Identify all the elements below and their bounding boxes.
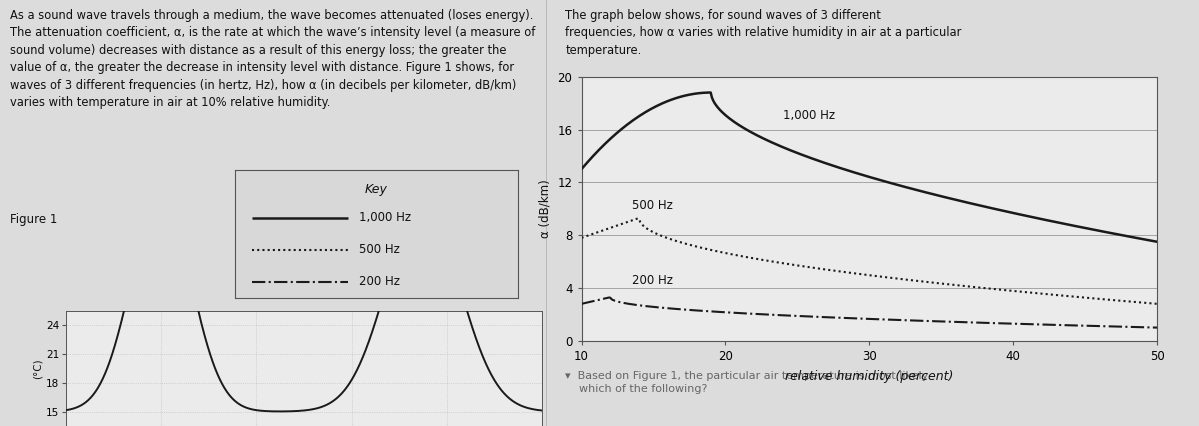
Y-axis label: (°C): (°C) xyxy=(34,358,43,379)
Text: 500 Hz: 500 Hz xyxy=(360,243,400,256)
Text: As a sound wave travels through a medium, the wave becomes attenuated (loses ene: As a sound wave travels through a medium… xyxy=(10,9,535,109)
Text: Key: Key xyxy=(364,183,387,196)
Text: Figure 1: Figure 1 xyxy=(10,213,58,226)
X-axis label: relative humidity (percent): relative humidity (percent) xyxy=(785,370,953,383)
Y-axis label: α (dB/km): α (dB/km) xyxy=(538,179,552,238)
Text: 500 Hz: 500 Hz xyxy=(632,199,673,212)
Text: 200 Hz: 200 Hz xyxy=(632,274,673,287)
Text: 1,000 Hz: 1,000 Hz xyxy=(783,109,835,122)
Text: ▾  Based on Figure 1, the particular air temperature is most likely
    which of: ▾ Based on Figure 1, the particular air … xyxy=(565,371,928,394)
Text: 1,000 Hz: 1,000 Hz xyxy=(360,211,411,225)
Text: The graph below shows, for sound waves of 3 different
frequencies, how α varies : The graph below shows, for sound waves o… xyxy=(565,9,962,57)
Text: 200 Hz: 200 Hz xyxy=(360,275,400,288)
